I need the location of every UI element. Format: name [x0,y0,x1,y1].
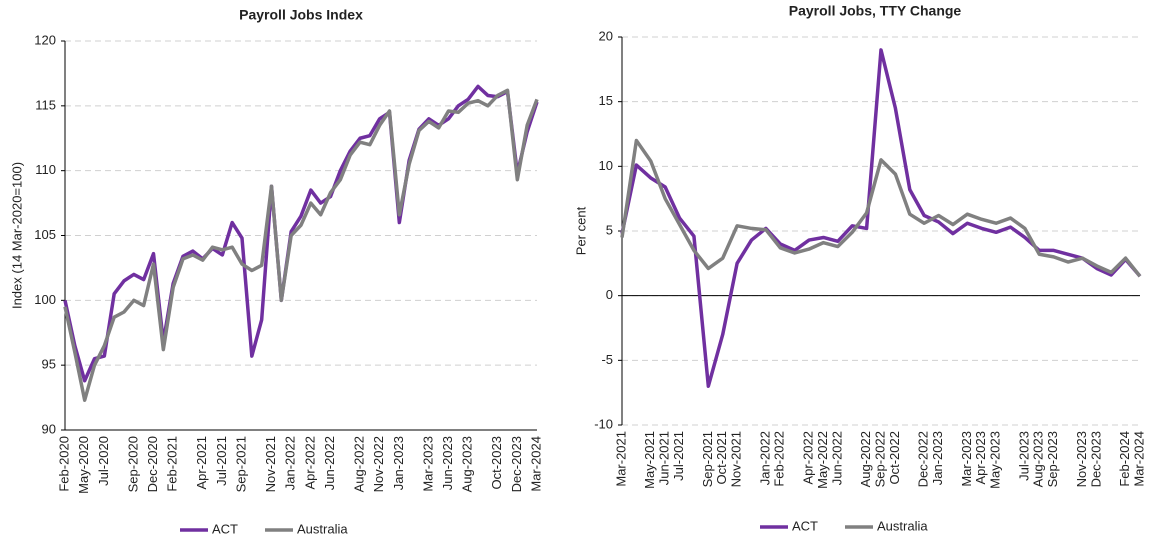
x-tick-label: Dec-2023 [509,436,524,492]
y-tick-label: 10 [599,158,613,173]
y-tick-label: 20 [599,28,613,43]
x-tick-label: Nov-2023 [1074,431,1089,487]
y-tick-label: -10 [594,416,613,431]
x-tick-label: Mar-2021 [613,431,628,487]
y-tick-label: 15 [599,93,613,108]
x-tick-label: Apr-2022 [302,436,317,489]
x-tick-label: May-2020 [76,436,91,494]
x-tick-label: Jul-2021 [214,436,229,486]
x-tick-label: Mar-2023 [420,436,435,492]
x-tick-label: May-2022 [815,431,830,489]
x-tick-label: May-2023 [988,431,1003,489]
x-tick-label: Aug-2022 [858,431,873,487]
x-tick-label: Feb-2021 [165,436,180,492]
y-tick-label: 105 [34,227,56,242]
x-tick-label: Apr-2023 [973,431,988,484]
y-tick-label: 0 [606,287,613,302]
x-tick-label: Jun-2022 [829,431,844,485]
x-tick-label: Oct-2021 [714,431,729,484]
x-tick-label: Jun-2021 [657,431,672,485]
x-tick-label: Mar-2024 [528,436,543,492]
x-tick-label: Jan-2022 [283,436,298,490]
x-tick-label: Sep-2020 [125,436,140,492]
x-tick-label: Nov-2021 [263,436,278,492]
y-tick-label: 5 [606,222,613,237]
series-line [63,84,539,383]
x-tick-label: Feb-2024 [1117,431,1132,487]
y-tick-label: 95 [42,357,56,372]
x-tick-label: Nov-2022 [371,436,386,492]
x-tick-label: Dec-2020 [145,436,160,492]
x-tick-label: Jan-2023 [930,431,945,485]
y-tick-label: -5 [601,352,613,367]
y-tick-label: 90 [42,421,56,436]
x-tick-label: Jul-2020 [96,436,111,486]
x-tick-label: Sep-2021 [233,436,248,492]
x-tick-label: Apr-2022 [800,431,815,484]
y-tick-label: 100 [34,292,56,307]
x-tick-label: Jan-2022 [757,431,772,485]
x-tick-label: Dec-2023 [1088,431,1103,487]
y-tick-label: 115 [35,97,56,112]
chart-title: Payroll Jobs Index [239,7,363,23]
legend-label: ACT [792,518,818,533]
y-tick-label: 120 [34,32,56,47]
x-tick-label: Sep-2021 [700,431,715,487]
x-tick-label: Dec-2022 [916,431,931,487]
y-axis-title: Index (14 Mar-2020=100) [9,162,24,309]
x-tick-label: Jun-2023 [440,436,455,490]
x-tick-label: Mar-2024 [1131,431,1146,487]
legend-label: Australia [877,518,928,533]
x-tick-label: Jun-2022 [322,436,337,490]
y-axis-title: Per cent [573,206,588,255]
x-tick-label: May-2021 [642,431,657,489]
x-tick-label: Feb-2020 [56,436,71,492]
legend-label: ACT [212,521,238,536]
x-tick-label: Aug-2023 [1031,431,1046,487]
x-tick-label: Feb-2022 [772,431,787,487]
x-tick-label: Jul-2021 [671,431,686,481]
x-tick-label: Oct-2023 [489,436,504,489]
x-tick-label: Jan-2023 [391,436,406,490]
y-tick-label: 110 [35,162,56,177]
x-tick-label: Oct-2022 [887,431,902,484]
x-tick-label: Nov-2021 [729,431,744,487]
x-tick-label: Jul-2023 [1016,431,1031,481]
x-tick-label: Mar-2023 [959,431,974,487]
legend-label: Australia [297,521,348,536]
series-line [620,48,1142,388]
x-tick-label: Aug-2023 [460,436,475,492]
x-tick-label: Aug-2022 [351,436,366,492]
x-tick-label: Apr-2021 [194,436,209,489]
x-tick-label: Sep-2023 [1045,431,1060,487]
x-tick-label: Sep-2022 [872,431,887,487]
series-line [620,138,1142,278]
series-line [63,88,539,402]
chart-title: Payroll Jobs, TTY Change [789,3,962,19]
